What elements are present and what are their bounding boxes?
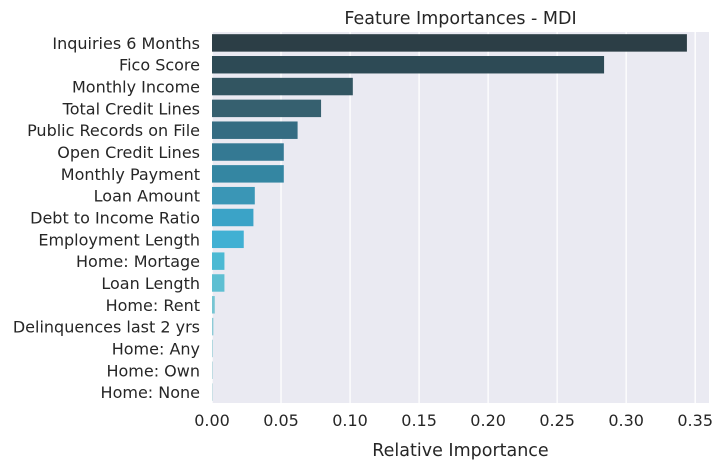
y-tick-label: Monthly Income xyxy=(72,78,200,97)
bar xyxy=(212,339,213,358)
x-tick-labels: 0.00 0.05 0.10 0.15 0.20 0.25 0.30 0.35 xyxy=(194,411,713,430)
y-tick-label: Home: Own xyxy=(106,361,200,380)
x-tick-label: 0.20 xyxy=(470,411,506,430)
x-tick-label: 0.30 xyxy=(608,411,644,430)
y-tick-label: Debt to Income Ratio xyxy=(30,209,200,228)
x-tick-label: 0.15 xyxy=(401,411,437,430)
bar xyxy=(212,165,284,183)
y-tick-label: Loan Amount xyxy=(94,187,200,206)
y-tick-label: Fico Score xyxy=(119,56,200,75)
x-tick-label: 0.00 xyxy=(194,411,230,430)
chart-title: Feature Importances - MDI xyxy=(344,9,576,29)
bars xyxy=(212,34,687,401)
x-tick-label: 0.35 xyxy=(677,411,713,430)
bar xyxy=(212,143,284,161)
y-tick-label: Monthly Payment xyxy=(61,165,200,184)
x-tick-label: 0.10 xyxy=(332,411,368,430)
y-tick-label: Total Credit Lines xyxy=(62,99,200,118)
bar xyxy=(212,317,214,336)
bar xyxy=(212,274,225,292)
y-tick-labels: Inquiries 6 Months Fico Score Monthly Inco… xyxy=(13,34,200,402)
y-tick-label: Inquiries 6 Months xyxy=(52,34,200,53)
y-tick-label: Public Records on File xyxy=(27,121,200,140)
bar xyxy=(212,77,353,96)
bar xyxy=(212,121,298,139)
y-tick-label: Employment Length xyxy=(38,230,200,249)
bar xyxy=(212,383,213,401)
y-tick-label: Open Credit Lines xyxy=(57,143,200,162)
bar xyxy=(212,99,322,118)
x-tick-label: 0.05 xyxy=(263,411,299,430)
x-tick-label: 0.25 xyxy=(539,411,575,430)
bar xyxy=(212,208,254,227)
bar xyxy=(212,361,213,379)
y-tick-label: Home: Any xyxy=(112,339,200,358)
y-tick-label: Delinquences last 2 yrs xyxy=(13,318,200,337)
bar xyxy=(212,296,215,314)
bar xyxy=(212,230,244,249)
y-tick-label: Home: None xyxy=(101,383,200,402)
x-axis-label: Relative Importance xyxy=(372,441,548,461)
y-tick-label: Home: Mortage xyxy=(76,252,200,271)
y-tick-label: Loan Length xyxy=(101,274,200,293)
bar xyxy=(212,186,255,205)
bar xyxy=(212,56,605,74)
bar xyxy=(212,34,687,52)
y-tick-label: Home: Rent xyxy=(106,296,200,315)
bar xyxy=(212,252,225,270)
